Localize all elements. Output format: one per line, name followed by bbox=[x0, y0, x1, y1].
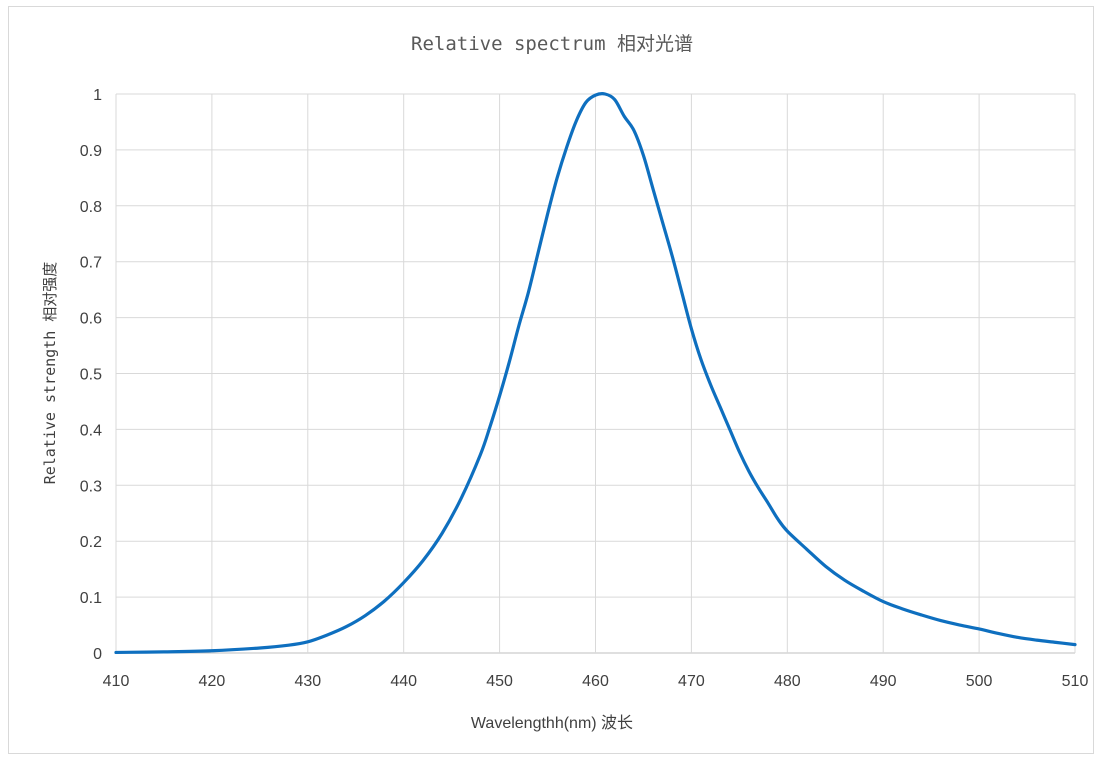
x-tick-label: 490 bbox=[870, 673, 897, 690]
y-tick-labels: 0 0.1 0.2 0.3 0.4 0.5 0.6 0.7 0.8 0.9 1 bbox=[80, 87, 102, 663]
y-tick-label: 0.2 bbox=[80, 534, 102, 551]
x-tick-label: 450 bbox=[486, 673, 513, 690]
x-tick-label: 440 bbox=[390, 673, 417, 690]
y-tick-label: 0.3 bbox=[80, 478, 102, 495]
x-tick-label: 460 bbox=[582, 673, 609, 690]
y-tick-label: 0.7 bbox=[80, 255, 102, 272]
x-tick-label: 410 bbox=[103, 673, 130, 690]
x-tick-label: 470 bbox=[678, 673, 705, 690]
x-tick-label: 500 bbox=[966, 673, 993, 690]
y-tick-label: 0 bbox=[93, 646, 102, 663]
x-axis-label: Wavelengthh(nm) 波长 bbox=[471, 714, 633, 732]
x-tick-label: 510 bbox=[1062, 673, 1089, 690]
x-tick-labels: 410 420 430 440 450 460 470 480 490 500 510 bbox=[103, 673, 1089, 690]
y-tick-label: 0.9 bbox=[80, 143, 102, 160]
y-tick-label: 0.4 bbox=[80, 422, 102, 439]
y-axis-label: Relative strength 相对强度 bbox=[41, 262, 59, 485]
y-tick-label: 0.5 bbox=[80, 367, 102, 384]
x-tick-label: 480 bbox=[774, 673, 801, 690]
chart-frame bbox=[8, 6, 1094, 754]
y-tick-label: 0.1 bbox=[80, 590, 102, 607]
chart-title: Relative spectrum 相对光谱 bbox=[411, 33, 693, 55]
x-tick-label: 430 bbox=[294, 673, 321, 690]
y-tick-label: 1 bbox=[93, 87, 102, 104]
series-group bbox=[114, 92, 1077, 655]
series-line-0 bbox=[114, 92, 1077, 655]
x-tick-label: 420 bbox=[199, 673, 226, 690]
gridlines bbox=[115, 93, 1076, 654]
y-tick-label: 0.8 bbox=[80, 199, 102, 216]
y-tick-label: 0.6 bbox=[80, 311, 102, 328]
